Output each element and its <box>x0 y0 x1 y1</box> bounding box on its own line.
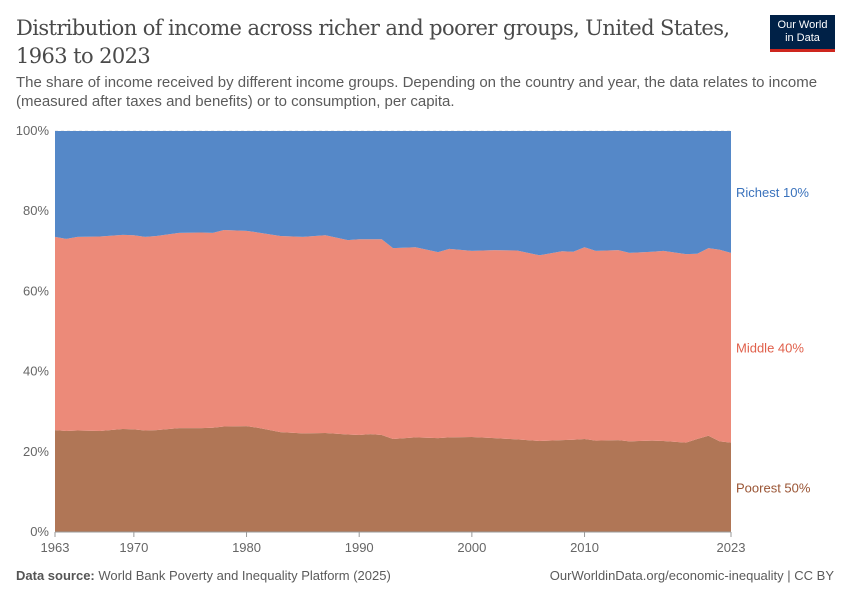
x-tick-label: 1963 <box>41 540 70 555</box>
y-tick-label: 40% <box>23 364 49 379</box>
y-tick-label: 0% <box>30 524 49 539</box>
x-tick-label: 2000 <box>457 540 486 555</box>
series-label: Middle 40% <box>736 341 804 356</box>
area-richest-10- <box>55 131 731 256</box>
source-label: Data source: <box>16 568 95 583</box>
chart-subtitle: The share of income received by differen… <box>16 74 818 110</box>
y-tick-label: 80% <box>23 203 49 218</box>
x-tick-label: 1980 <box>232 540 261 555</box>
logo-text: Our World in Data <box>777 19 828 44</box>
y-tick-label: 60% <box>23 283 49 298</box>
series-label: Richest 10% <box>736 185 809 200</box>
series-label: Poorest 50% <box>736 480 811 495</box>
y-tick-label: 100% <box>16 123 50 138</box>
credit-link[interactable]: OurWorldinData.org/economic-inequality |… <box>549 568 834 583</box>
x-tick-label: 1970 <box>119 540 148 555</box>
y-tick-label: 20% <box>23 444 49 459</box>
area-poorest-50- <box>55 426 731 532</box>
source-text[interactable]: World Bank Poverty and Inequality Platfo… <box>98 568 391 583</box>
x-tick-label: 2023 <box>717 540 746 555</box>
x-tick-label: 1990 <box>345 540 374 555</box>
x-tick-label: 2010 <box>570 540 599 555</box>
data-source: Data source: World Bank Poverty and Ineq… <box>16 568 391 583</box>
area-middle-40- <box>55 230 731 443</box>
owid-logo[interactable]: Our World in Data <box>770 15 835 52</box>
chart-title: Distribution of income across richer and… <box>16 16 730 68</box>
